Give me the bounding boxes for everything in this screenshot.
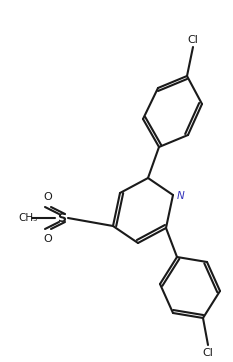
Text: S: S bbox=[58, 211, 66, 224]
Text: CH₃: CH₃ bbox=[18, 213, 37, 223]
Text: Cl: Cl bbox=[202, 348, 213, 358]
Text: Cl: Cl bbox=[188, 35, 199, 45]
Text: O: O bbox=[44, 192, 52, 202]
Text: O: O bbox=[44, 234, 52, 244]
Text: N: N bbox=[177, 191, 185, 201]
